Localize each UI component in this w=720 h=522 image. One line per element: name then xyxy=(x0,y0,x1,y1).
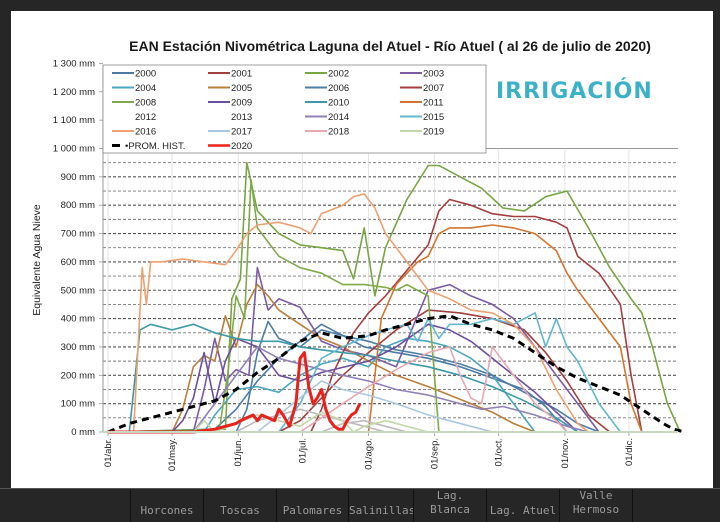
x-tick-label: 01/sep. xyxy=(430,438,441,469)
x-tick-label: 01/nov. xyxy=(560,438,571,468)
chart-title: EAN Estación Nivométrica Laguna del Atue… xyxy=(129,38,651,54)
series-line-2019 xyxy=(108,411,429,433)
series-line-2011 xyxy=(108,224,643,433)
legend-label: 2009 xyxy=(231,98,252,109)
y-tick-label: 0 mm xyxy=(71,427,95,438)
y-tick-label: 100 mm xyxy=(61,399,95,410)
y-tick-label: 1 000 mm xyxy=(53,144,95,155)
sheet-tab-horcones[interactable]: Horcones xyxy=(130,489,204,522)
series-line-2015 xyxy=(108,312,622,433)
legend-label: 2000 xyxy=(135,69,156,80)
series-line-2020 xyxy=(108,351,362,434)
legend-label: 2015 xyxy=(423,112,444,123)
sheet-tab-valle-hermoso[interactable]: Valle Hermoso xyxy=(559,489,633,522)
legend-label: 2016 xyxy=(135,127,156,138)
window-top-strip xyxy=(0,0,720,11)
sheet-tab-palomares[interactable]: Palomares xyxy=(276,489,349,522)
legend-label: 2004 xyxy=(135,83,156,94)
series-line-2001 xyxy=(108,309,611,433)
logo-text: IRRIGACIÓN xyxy=(496,78,653,104)
series-line-2007 xyxy=(108,198,643,433)
series-line-2004 xyxy=(108,337,536,433)
y-tick-label: 700 mm xyxy=(61,229,95,240)
legend: 2000 2001 2002 2003 2004 2005 2006 2007 2008 2009… xyxy=(102,64,487,154)
legend-label: 2020 xyxy=(231,141,252,152)
x-tick-label: 01/jul. xyxy=(297,438,308,463)
legend-label: 2012 xyxy=(135,112,156,123)
series-line-2010 xyxy=(108,323,579,433)
series-line-2006 xyxy=(108,320,600,433)
y-axis-ticks: 0 mm 100 mm 200 mm 300 mm 400 mm 500 mm 600 mm… xyxy=(53,58,103,438)
series-line-2008 xyxy=(108,178,440,433)
legend-label: 2017 xyxy=(231,127,252,138)
y-tick-label: 500 mm xyxy=(61,285,95,296)
legend-box xyxy=(102,64,487,154)
legend-label: 2007 xyxy=(423,83,444,94)
y-tick-label: 900 mm xyxy=(61,172,95,183)
chart: EAN Estación Nivométrica Laguna del Atue… xyxy=(31,38,685,471)
sheet-tab-lag-atuel[interactable]: Lag. Atuel xyxy=(486,489,560,522)
legend-label: 2008 xyxy=(135,98,156,109)
y-tick-label: 300 mm xyxy=(61,342,95,353)
y-axis-label: Equivalente Agua Nieve xyxy=(31,204,43,316)
chart-sheet: EAN Estación Nivométrica Laguna del Atue… xyxy=(11,11,713,488)
x-tick-label: 01/dic. xyxy=(624,438,635,466)
sheet-tab-salinillas[interactable]: Salinillas xyxy=(348,489,414,522)
x-tick-label: 01/may. xyxy=(167,438,178,471)
series-line-2016 xyxy=(108,193,589,433)
y-tick-label: 800 mm xyxy=(61,200,95,211)
sheet-tab-bar: Horcones Toscas Palomares Salinillas Lag… xyxy=(0,488,720,522)
legend-label: 2001 xyxy=(231,69,252,80)
series-line-2005 xyxy=(108,283,536,433)
x-tick-label: 01/abr. xyxy=(103,438,114,467)
legend-label: 2006 xyxy=(328,83,349,94)
sheet-tab-lag-blanca[interactable]: Lag. Blanca xyxy=(413,489,487,522)
series-line-2002 xyxy=(107,161,681,433)
legend-label: 2013 xyxy=(231,112,252,123)
series-line-2014 xyxy=(108,346,589,433)
series-line-2012 xyxy=(108,408,386,433)
y-tick-label: 400 mm xyxy=(61,314,95,325)
legend-label: 2018 xyxy=(328,127,349,138)
series-line-2003 xyxy=(108,266,600,433)
irrigacion-logo: IRRIGACIÓN xyxy=(496,78,653,104)
x-axis-ticks: 01/abr. 01/may. 01/jun. 01/jul. 01/ago. 01/se… xyxy=(103,432,635,471)
x-tick-label: 01/jun. xyxy=(233,438,244,467)
legend-label: 2014 xyxy=(328,112,349,123)
y-tick-label: 1 300 mm xyxy=(53,58,95,69)
series-line-prom-hist- xyxy=(107,314,685,434)
x-tick-label: 01/ago. xyxy=(363,438,374,470)
legend-label: 2010 xyxy=(328,98,349,109)
legend-label: 2019 xyxy=(423,127,444,138)
y-tick-label: 1 200 mm xyxy=(53,87,95,98)
legend-label: 2003 xyxy=(423,69,444,80)
legend-label: •PROM. HIST. xyxy=(125,141,185,152)
x-tick-label: 01/oct. xyxy=(494,438,505,467)
series-line-2018 xyxy=(108,346,568,433)
sheet-tab-toscas[interactable]: Toscas xyxy=(203,489,277,522)
series-lines xyxy=(107,161,685,434)
y-tick-label: 200 mm xyxy=(61,370,95,381)
y-tick-label: 600 mm xyxy=(61,257,95,268)
legend-label: 2002 xyxy=(328,69,349,80)
legend-label: 2011 xyxy=(423,98,443,109)
series-line-2009 xyxy=(108,323,579,433)
y-tick-label: 1 100 mm xyxy=(53,115,95,126)
legend-label: 2005 xyxy=(231,83,252,94)
grid-lines xyxy=(103,148,678,432)
